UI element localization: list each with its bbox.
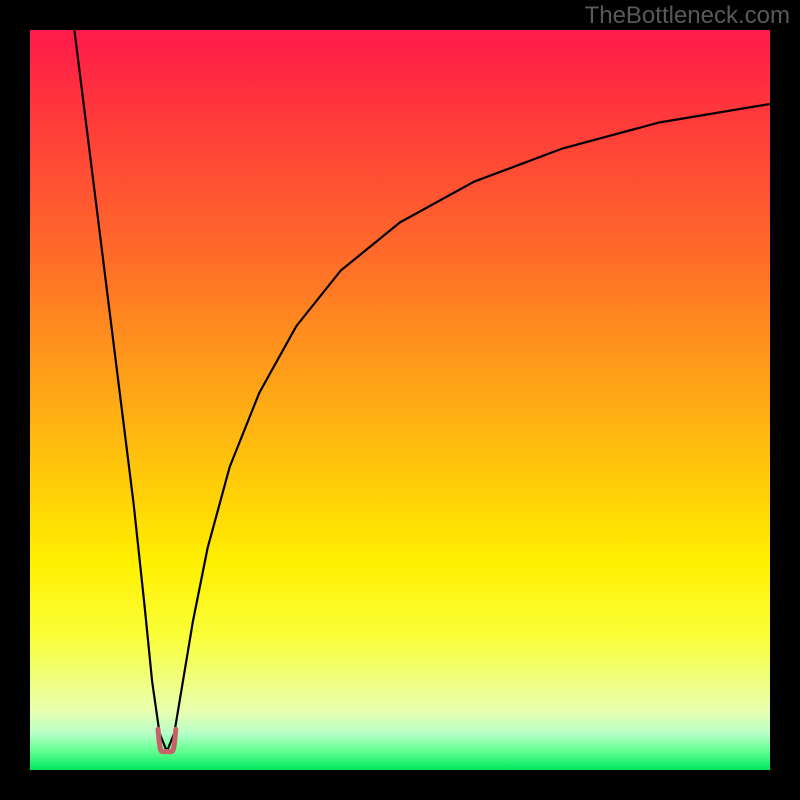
- bottleneck-chart: TheBottleneck.com: [0, 0, 800, 800]
- source-watermark: TheBottleneck.com: [585, 2, 790, 30]
- chart-svg: [0, 0, 800, 800]
- chart-background-gradient: [30, 30, 770, 770]
